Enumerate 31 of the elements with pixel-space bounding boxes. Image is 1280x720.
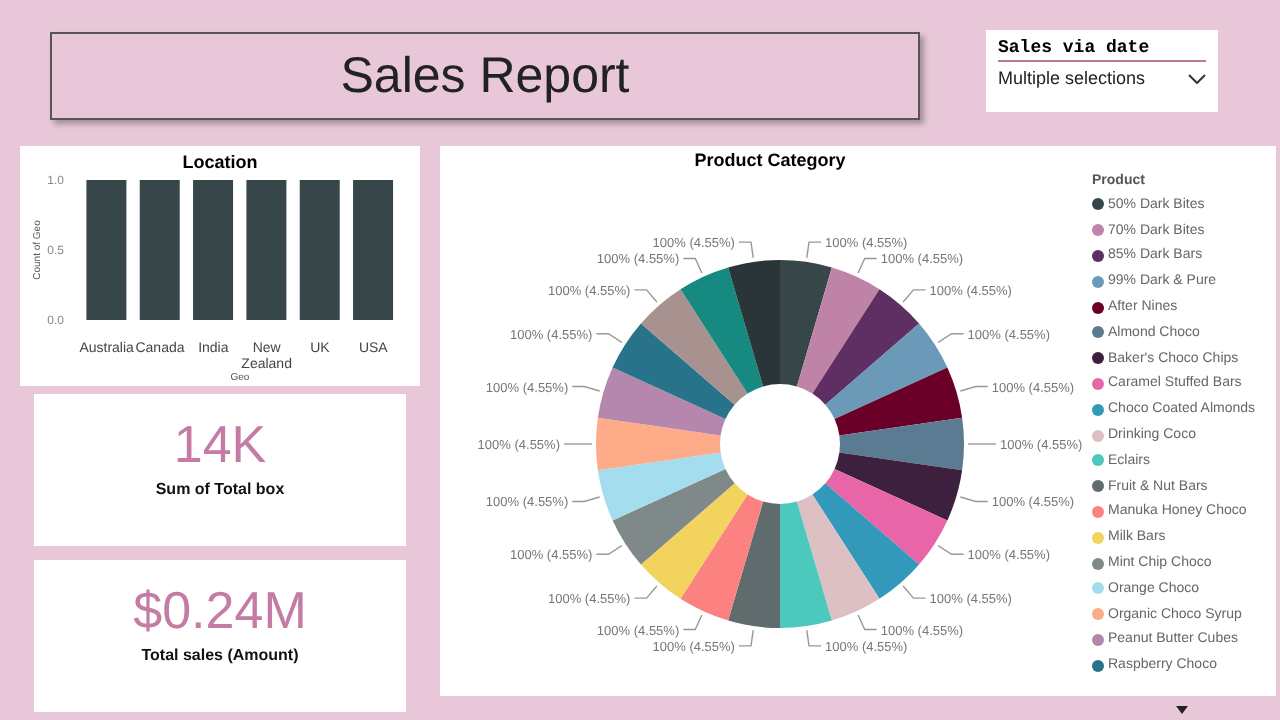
donut-slice (640, 483, 748, 599)
text: Sum of Total box (153, 480, 287, 498)
donut-slice (680, 494, 764, 621)
donut-slice (780, 260, 832, 387)
donut-slice (812, 289, 920, 405)
donut-slice (612, 323, 735, 420)
donut-slice (640, 289, 748, 405)
donut-slice (825, 323, 948, 420)
text: $0.24M (131, 580, 309, 642)
text: Sales Report (50, 32, 920, 120)
text: Sales via date (998, 38, 1206, 62)
donut-slice (597, 452, 726, 521)
chart-title: Product Category (692, 150, 848, 170)
donut-slice (597, 367, 726, 436)
donut-slice (680, 267, 764, 394)
text: 14K (171, 414, 269, 476)
donut-slice (612, 468, 735, 565)
text: Multiple selections (998, 68, 1146, 88)
donut-slice (780, 501, 832, 628)
donut-slice (796, 267, 880, 394)
donut-slice (728, 260, 780, 387)
donut-slice (596, 417, 721, 471)
text: Total sales (Amount) (139, 646, 301, 664)
donut-slice (839, 417, 964, 471)
donut-slice (812, 483, 920, 599)
chart-title: Location (180, 152, 260, 172)
donut-slice (796, 494, 880, 621)
donut-slice (825, 468, 948, 565)
donut-slice (728, 501, 780, 628)
donut-slice (834, 452, 963, 521)
donut-slice (834, 367, 963, 436)
